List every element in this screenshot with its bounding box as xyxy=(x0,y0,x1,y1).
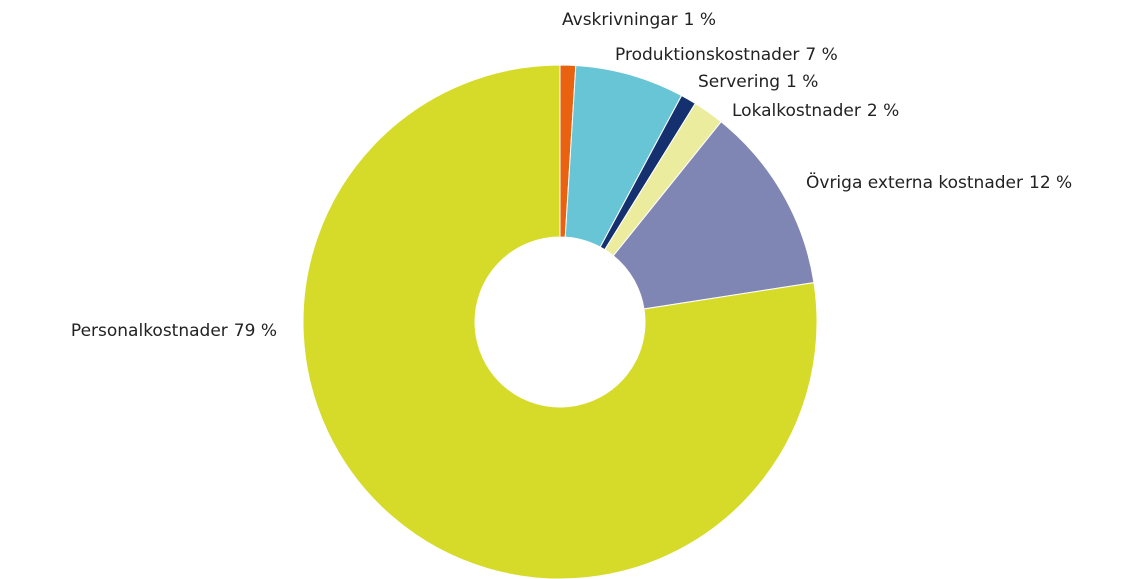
slice-label: Personalkostnader 79 % xyxy=(71,321,277,341)
value-label: 79 % xyxy=(234,321,277,341)
category-label: Personalkostnader xyxy=(71,321,228,341)
slice-label: Avskrivningar 1 % xyxy=(562,10,716,30)
slice-label: Övriga externa kostnader 12 % xyxy=(806,171,1072,193)
category-label: Lokalkostnader xyxy=(732,101,861,121)
slice xyxy=(302,64,818,579)
slice xyxy=(612,121,815,310)
slice-label: Lokalkostnader 2 % xyxy=(732,101,899,121)
value-label: 7 % xyxy=(805,45,837,65)
value-label: 12 % xyxy=(1029,173,1072,193)
value-label: 1 % xyxy=(786,72,818,92)
category-label: Övriga externa kostnader xyxy=(806,171,1023,193)
value-label: 2 % xyxy=(867,101,899,121)
category-label: Avskrivningar xyxy=(562,10,678,30)
value-label: 1 % xyxy=(684,10,716,30)
slice-label: Produktionskostnader 7 % xyxy=(615,45,838,65)
category-label: Servering xyxy=(698,72,780,92)
slice-label: Servering 1 % xyxy=(698,72,818,92)
category-label: Produktionskostnader xyxy=(615,45,799,65)
